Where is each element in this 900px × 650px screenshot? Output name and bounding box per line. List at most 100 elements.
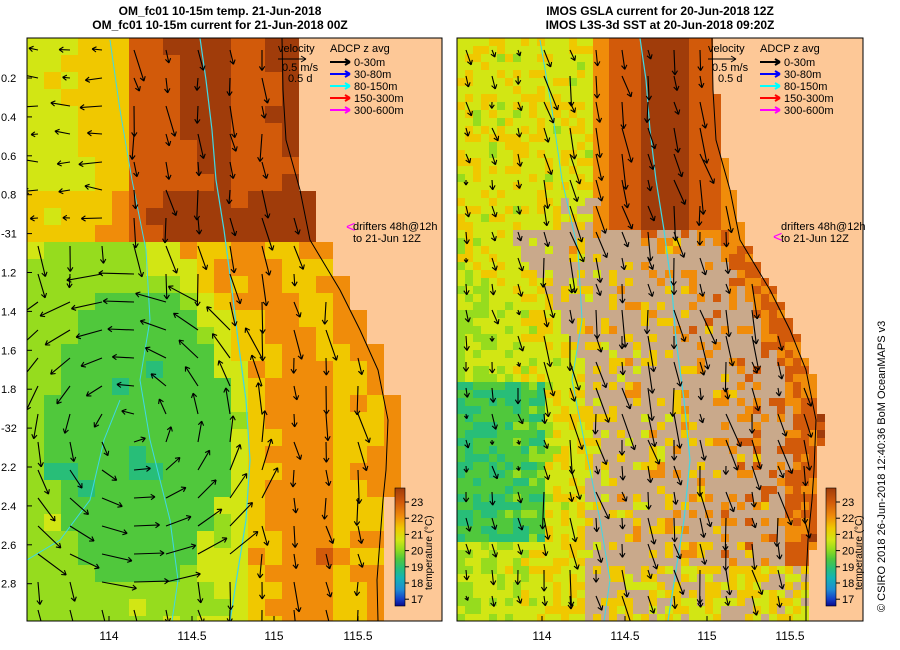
sst-cell (609, 86, 617, 94)
sst-cell (489, 590, 497, 598)
sst-cell (745, 262, 753, 270)
current-vector-arrow (107, 325, 135, 333)
sst-cell (513, 510, 521, 518)
sst-cell (601, 62, 609, 70)
sst-cell (681, 358, 689, 366)
sst-cell (457, 398, 465, 406)
sst-cell (681, 270, 689, 278)
sst-cell (489, 190, 497, 198)
sst-cell (601, 598, 609, 606)
sst-cell (673, 230, 681, 238)
current-vector-arrow (775, 387, 782, 397)
sst-cell (777, 366, 785, 374)
sst-cell (457, 118, 465, 126)
sst-cell (593, 390, 601, 398)
sst-cell (641, 438, 649, 446)
current-vector-arrow (133, 550, 165, 557)
sst-cell (489, 446, 497, 454)
temperature-cell (180, 157, 197, 174)
sst-cell (545, 294, 553, 302)
right-velocity-scale: 0.5 m/s (712, 62, 749, 74)
sst-cell (649, 398, 657, 406)
sst-cell (545, 78, 553, 86)
sst-cell (473, 126, 481, 134)
sst-cell (697, 454, 705, 462)
temperature-cell (163, 531, 180, 548)
sst-cell (697, 342, 705, 350)
sst-cell (553, 358, 561, 366)
sst-cell (673, 334, 681, 342)
sst-cell (521, 614, 529, 621)
latitude-label: 1.6 (1, 345, 16, 357)
sst-cell (513, 238, 521, 246)
sst-cell (729, 590, 737, 598)
temperature-cell (95, 276, 112, 293)
sst-cell (537, 198, 545, 206)
sst-cell (505, 286, 513, 294)
temperature-cell (248, 599, 265, 616)
sst-cell (561, 534, 569, 542)
sst-cell (481, 366, 489, 374)
sst-cell (697, 582, 705, 590)
sst-cell (713, 350, 721, 358)
sst-cell (793, 502, 801, 510)
sst-cell (457, 334, 465, 342)
sst-cell (705, 334, 713, 342)
sst-cell (457, 598, 465, 606)
sst-cell (665, 438, 673, 446)
temperature-cell (180, 123, 197, 140)
sst-cell (513, 326, 521, 334)
sst-cell (633, 414, 641, 422)
sst-cell (617, 238, 625, 246)
sst-cell (681, 174, 689, 182)
current-vector-arrow (85, 385, 103, 397)
current-vector-arrow (671, 439, 678, 461)
current-vector-arrow (543, 179, 551, 210)
sst-cell (705, 190, 713, 198)
sst-cell (633, 510, 641, 518)
sst-cell (609, 470, 617, 478)
current-vector-arrow (647, 413, 658, 448)
sst-cell (649, 486, 657, 494)
sst-cell (617, 430, 625, 438)
sst-cell (705, 38, 713, 46)
sst-cell (513, 70, 521, 78)
temperature-cell (248, 412, 265, 429)
temperature-cell (163, 208, 180, 225)
sst-cell (577, 310, 585, 318)
temperature-cell (44, 327, 61, 344)
sst-cell (793, 486, 801, 494)
temperature-cell (333, 310, 350, 327)
sst-cell (657, 86, 665, 94)
sst-cell (489, 502, 497, 510)
sst-cell (625, 294, 633, 302)
sst-cell (505, 574, 513, 582)
current-vector-arrow (621, 205, 634, 230)
temperature-cell (197, 157, 214, 174)
sst-cell (713, 182, 721, 190)
sst-cell (713, 614, 721, 621)
sst-cell (465, 102, 473, 110)
sst-cell (465, 454, 473, 462)
sst-cell (561, 518, 569, 526)
sst-cell (729, 254, 737, 262)
sst-cell (481, 446, 489, 454)
sst-cell (489, 134, 497, 142)
temperature-cell (112, 429, 129, 446)
sst-cell (713, 118, 721, 126)
sst-cell (689, 478, 697, 486)
temperature-cell (44, 446, 61, 463)
sst-cell (681, 38, 689, 46)
sst-cell (625, 46, 633, 54)
sst-cell (593, 550, 601, 558)
current-vector-arrow (802, 465, 809, 487)
sst-cell (657, 454, 665, 462)
sst-cell (465, 518, 473, 526)
sst-cell (665, 134, 673, 142)
sst-cell (769, 334, 777, 342)
sst-cell (601, 342, 609, 350)
current-vector-arrow (197, 537, 228, 555)
sst-cell (481, 198, 489, 206)
left-title-line-2: OM_fc01 10-15m current for 21-Jun-2018 0… (92, 18, 348, 32)
sst-cell (649, 574, 657, 582)
